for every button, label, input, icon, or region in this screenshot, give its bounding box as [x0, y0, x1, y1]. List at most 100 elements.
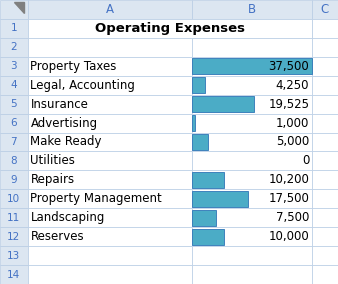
- Text: 10: 10: [7, 194, 20, 204]
- Text: 7: 7: [10, 137, 17, 147]
- Bar: [192, 95, 312, 114]
- Text: 0: 0: [302, 154, 309, 168]
- Text: 7,500: 7,500: [276, 211, 309, 224]
- Bar: [0, 246, 28, 265]
- Bar: [192, 77, 205, 93]
- Text: 4,250: 4,250: [276, 79, 309, 92]
- Bar: [192, 114, 312, 133]
- Text: 10,200: 10,200: [268, 173, 309, 186]
- Bar: [192, 210, 216, 226]
- Bar: [312, 95, 338, 114]
- Text: A: A: [106, 3, 114, 16]
- Text: 13: 13: [7, 250, 21, 261]
- Text: 10,000: 10,000: [268, 230, 309, 243]
- Bar: [0, 208, 28, 227]
- Bar: [192, 57, 312, 76]
- Bar: [0, 227, 28, 246]
- Bar: [28, 170, 192, 189]
- Bar: [312, 114, 338, 133]
- Bar: [28, 114, 192, 133]
- Text: Repairs: Repairs: [30, 173, 75, 186]
- Text: 6: 6: [10, 118, 17, 128]
- Bar: [0, 133, 28, 151]
- Text: 19,525: 19,525: [268, 98, 309, 111]
- Bar: [192, 19, 312, 38]
- Bar: [28, 38, 192, 57]
- Text: 9: 9: [10, 175, 17, 185]
- Bar: [0, 0, 28, 19]
- Text: 37,500: 37,500: [268, 60, 309, 73]
- Bar: [312, 170, 338, 189]
- Bar: [0, 114, 28, 133]
- Bar: [192, 191, 248, 207]
- Bar: [192, 96, 254, 112]
- Bar: [192, 189, 312, 208]
- Bar: [192, 151, 312, 170]
- Bar: [312, 265, 338, 284]
- Text: Advertising: Advertising: [30, 116, 98, 130]
- Text: Property Management: Property Management: [30, 192, 162, 205]
- Bar: [312, 133, 338, 151]
- Bar: [192, 227, 312, 246]
- Text: Legal, Accounting: Legal, Accounting: [30, 79, 135, 92]
- Text: Reserves: Reserves: [30, 230, 84, 243]
- Bar: [0, 265, 28, 284]
- Bar: [28, 227, 192, 246]
- Text: 1,000: 1,000: [276, 116, 309, 130]
- Text: Property Taxes: Property Taxes: [30, 60, 117, 73]
- Bar: [0, 38, 28, 57]
- Text: 8: 8: [10, 156, 17, 166]
- Bar: [192, 265, 312, 284]
- Bar: [192, 172, 224, 188]
- Text: Landscaping: Landscaping: [30, 211, 105, 224]
- Bar: [312, 38, 338, 57]
- Bar: [28, 76, 192, 95]
- Bar: [312, 151, 338, 170]
- Bar: [192, 229, 224, 245]
- Text: 11: 11: [7, 213, 21, 223]
- Text: 5,000: 5,000: [276, 135, 309, 149]
- Text: 5: 5: [10, 99, 17, 109]
- Text: 3: 3: [10, 61, 17, 71]
- Polygon shape: [14, 2, 24, 13]
- Bar: [192, 208, 312, 227]
- Bar: [0, 76, 28, 95]
- Bar: [0, 95, 28, 114]
- Bar: [192, 134, 208, 150]
- Bar: [312, 0, 338, 19]
- Bar: [0, 189, 28, 208]
- Bar: [28, 57, 192, 76]
- Bar: [312, 57, 338, 76]
- Text: 2: 2: [10, 42, 17, 52]
- Bar: [192, 38, 312, 57]
- Text: Insurance: Insurance: [30, 98, 88, 111]
- Bar: [192, 76, 312, 95]
- Text: Operating Expenses: Operating Expenses: [95, 22, 245, 35]
- Bar: [28, 95, 192, 114]
- Bar: [312, 208, 338, 227]
- Bar: [28, 246, 192, 265]
- Bar: [28, 0, 192, 19]
- Bar: [312, 189, 338, 208]
- Bar: [192, 246, 312, 265]
- Bar: [0, 170, 28, 189]
- Bar: [28, 151, 192, 170]
- Text: B: B: [247, 3, 256, 16]
- Text: C: C: [321, 3, 329, 16]
- Text: 17,500: 17,500: [268, 192, 309, 205]
- Bar: [0, 151, 28, 170]
- Bar: [28, 189, 192, 208]
- Text: 1: 1: [10, 23, 17, 34]
- Bar: [28, 208, 192, 227]
- Text: Utilities: Utilities: [30, 154, 75, 168]
- Bar: [192, 170, 312, 189]
- Bar: [192, 0, 312, 19]
- Bar: [312, 76, 338, 95]
- Text: 14: 14: [7, 270, 21, 279]
- Bar: [28, 265, 192, 284]
- Bar: [28, 133, 192, 151]
- Bar: [312, 227, 338, 246]
- Bar: [28, 19, 192, 38]
- Bar: [312, 19, 338, 38]
- Bar: [192, 115, 195, 131]
